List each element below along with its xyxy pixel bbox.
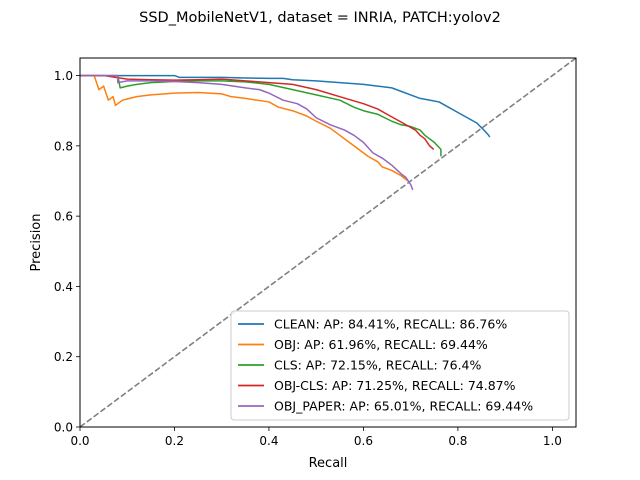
y-tick-label: 1.0 — [54, 69, 73, 83]
x-tick-label: 0.0 — [70, 434, 89, 448]
chart-title: SSD_MobileNetV1, dataset = INRIA, PATCH:… — [139, 10, 501, 26]
x-axis-label: Recall — [309, 456, 348, 471]
x-tick-label: 0.6 — [354, 434, 373, 448]
y-tick-label: 0.0 — [54, 421, 73, 435]
y-axis: 0.0 0.2 0.4 0.6 0.8 1.0 — [54, 69, 80, 435]
legend-entry-label: CLS: AP: 72.15%, RECALL: 76.4% — [274, 358, 482, 373]
reference-diagonal-line — [79, 57, 577, 428]
legend-box — [230, 310, 570, 421]
x-axis: 0.0 0.2 0.4 0.6 0.8 1.0 — [70, 427, 562, 448]
x-tick-label: 0.2 — [165, 434, 184, 448]
y-tick-label: 0.2 — [54, 350, 73, 364]
series-line-2 — [80, 74, 409, 182]
legend-entry-label: OBJ-CLS: AP: 71.25%, RECALL: 74.87% — [274, 378, 516, 393]
y-axis-label: Precision — [29, 213, 44, 271]
plot-frame — [79, 57, 577, 428]
y-tick-label: 0.4 — [54, 280, 73, 294]
legend-entry-label: OBJ_PAPER: AP: 65.01%, RECALL: 69.44% — [274, 399, 533, 414]
y-tick-label: 0.8 — [54, 139, 73, 153]
series-line-5 — [80, 74, 414, 191]
legend-entry-label: CLEAN: AP: 84.41%, RECALL: 86.76% — [274, 317, 507, 332]
x-tick-label: 1.0 — [543, 434, 562, 448]
legend-entry-label: OBJ: AP: 61.96%, RECALL: 69.44% — [274, 337, 488, 352]
series-line-3 — [80, 74, 442, 157]
x-tick-label: 0.4 — [259, 434, 278, 448]
series-line-4 — [80, 74, 435, 150]
x-tick-label: 0.8 — [448, 434, 467, 448]
series-line-1 — [80, 74, 491, 138]
legend: CLEAN: AP: 84.41%, RECALL: 86.76% OBJ: AP… — [230, 310, 570, 421]
y-tick-label: 0.6 — [54, 210, 73, 224]
